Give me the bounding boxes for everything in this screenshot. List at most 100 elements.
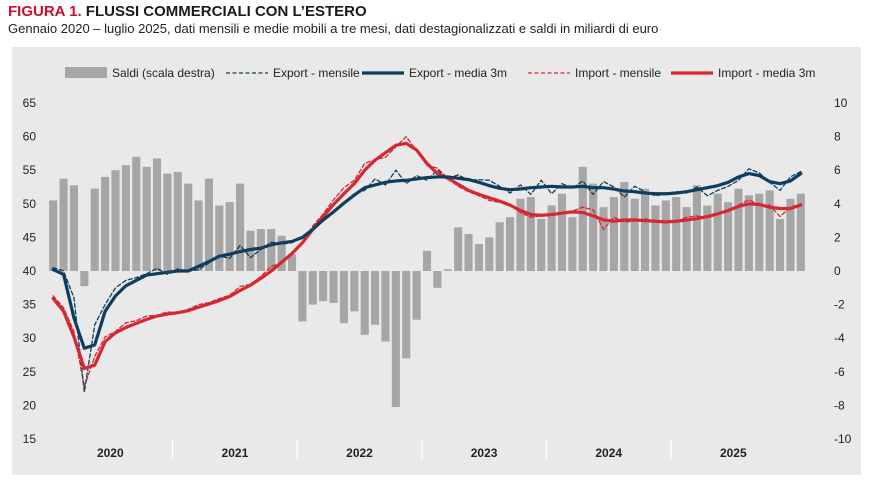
saldo-bar [267, 229, 276, 271]
chart-title: FIGURA 1. FLUSSI COMMERCIALI CON L’ESTER… [8, 3, 658, 20]
saldo-bar [755, 193, 764, 271]
y-right-tick-label: 2 [834, 230, 841, 244]
y-left-tick-label: 50 [23, 197, 37, 211]
y-left-tick-label: 45 [23, 230, 37, 244]
chart-header: FIGURA 1. FLUSSI COMMERCIALI CON L’ESTER… [8, 3, 658, 36]
saldo-bar [152, 158, 162, 271]
y-left-tick-label: 35 [23, 298, 37, 312]
saldo-bar [672, 197, 681, 271]
saldo-bar [703, 205, 712, 271]
saldo-bar [121, 165, 130, 271]
x-tick-label: 2021 [222, 446, 249, 460]
y-left-tick-label: 25 [23, 365, 37, 379]
x-tick-label: 2024 [595, 446, 622, 460]
legend-label: Saldi (scala destra) [112, 66, 215, 80]
saldo-bar [49, 200, 58, 271]
x-tick-label: 2020 [97, 446, 124, 460]
saldo-bar [537, 218, 546, 271]
saldo-bar [287, 254, 297, 271]
saldo-bar [308, 271, 317, 305]
bars-group [49, 156, 805, 408]
saldo-bar [796, 193, 805, 271]
saldo-bar [69, 185, 79, 271]
y-right-tick-label: 0 [834, 264, 841, 278]
saldo-bar [90, 188, 99, 271]
y-left-tick-label: 55 [23, 163, 37, 177]
title-text: FLUSSI COMMERCIALI CON L’ESTERO [85, 3, 367, 20]
saldo-bar [236, 183, 245, 271]
y-right-tick-label: -4 [834, 331, 845, 345]
saldo-bar [412, 271, 421, 320]
saldo-bar [744, 195, 753, 271]
saldo-bar [765, 190, 774, 271]
saldo-bar [350, 271, 359, 312]
export-3m-line [51, 171, 803, 350]
legend: Saldi (scala destra) Export - mensile Expo… [65, 66, 815, 80]
saldo-bar [132, 156, 141, 271]
saldo-bar [724, 202, 733, 271]
saldo-bar [474, 244, 483, 271]
y-right-tick-label: 6 [834, 163, 841, 177]
saldo-bar [786, 198, 795, 271]
x-tick-label: 2023 [471, 446, 498, 460]
saldo-bar [516, 198, 525, 271]
saldo-bar [204, 178, 213, 271]
saldo-bar [142, 166, 151, 271]
legend-swatch-bar [65, 67, 107, 78]
saldo-bar [329, 271, 338, 303]
y-left-tick-label: 15 [23, 432, 37, 446]
saldo-bar [277, 235, 286, 271]
y-right-tick-label: 8 [834, 130, 841, 144]
saldo-bar [568, 217, 577, 271]
saldo-bar [682, 207, 691, 271]
saldo-bar [101, 176, 110, 271]
saldo-bar [443, 269, 452, 271]
saldo-bar [651, 205, 660, 271]
saldo-bar [526, 197, 535, 271]
saldo-bar [173, 171, 182, 271]
saldo-bar [609, 197, 618, 271]
saldo-bar [391, 271, 400, 408]
saldo-bar [381, 271, 390, 342]
y-left-tick-label: 30 [23, 331, 37, 345]
saldo-bar [454, 227, 463, 271]
saldo-bar [547, 205, 556, 271]
import-3m-line [51, 141, 803, 371]
y-left-tick-label: 40 [23, 264, 37, 278]
saldo-bar [557, 193, 567, 271]
saldo-bar [225, 202, 234, 271]
saldo-bar [184, 183, 193, 271]
y-left-tick-label: 20 [23, 398, 37, 412]
x-tick-label: 2025 [720, 446, 747, 460]
saldo-bar [578, 166, 587, 271]
y-right-tick-label: 4 [834, 197, 841, 211]
saldo-bar [464, 234, 473, 271]
saldo-bar [163, 173, 172, 271]
saldo-bar [495, 222, 504, 271]
saldo-bar [692, 185, 702, 271]
saldo-bar [194, 200, 203, 271]
saldo-bar [599, 207, 608, 271]
saldo-bar [506, 217, 515, 271]
saldo-bar [620, 181, 629, 271]
y-right-tick-label: -6 [834, 365, 845, 379]
saldo-bar [589, 183, 598, 271]
saldo-bar [215, 205, 224, 271]
saldo-bar [433, 271, 442, 288]
saldo-bar [80, 271, 89, 287]
saldo-bar [360, 271, 369, 335]
saldo-bar [111, 170, 120, 271]
figure-label: FIGURA 1. [8, 3, 82, 20]
saldo-bar [641, 188, 650, 271]
legend-label: Export - mensile [273, 66, 360, 80]
saldo-bar [59, 178, 68, 271]
y-right-tick-label: -2 [834, 298, 845, 312]
y-left-tick-label: 65 [23, 96, 37, 110]
saldo-bar [713, 193, 722, 271]
saldo-bar [339, 271, 348, 324]
legend-label: Export - media 3m [409, 66, 507, 80]
saldo-bar [319, 271, 328, 302]
saldo-bar [775, 218, 785, 271]
y-left-tick-label: 60 [23, 130, 37, 144]
